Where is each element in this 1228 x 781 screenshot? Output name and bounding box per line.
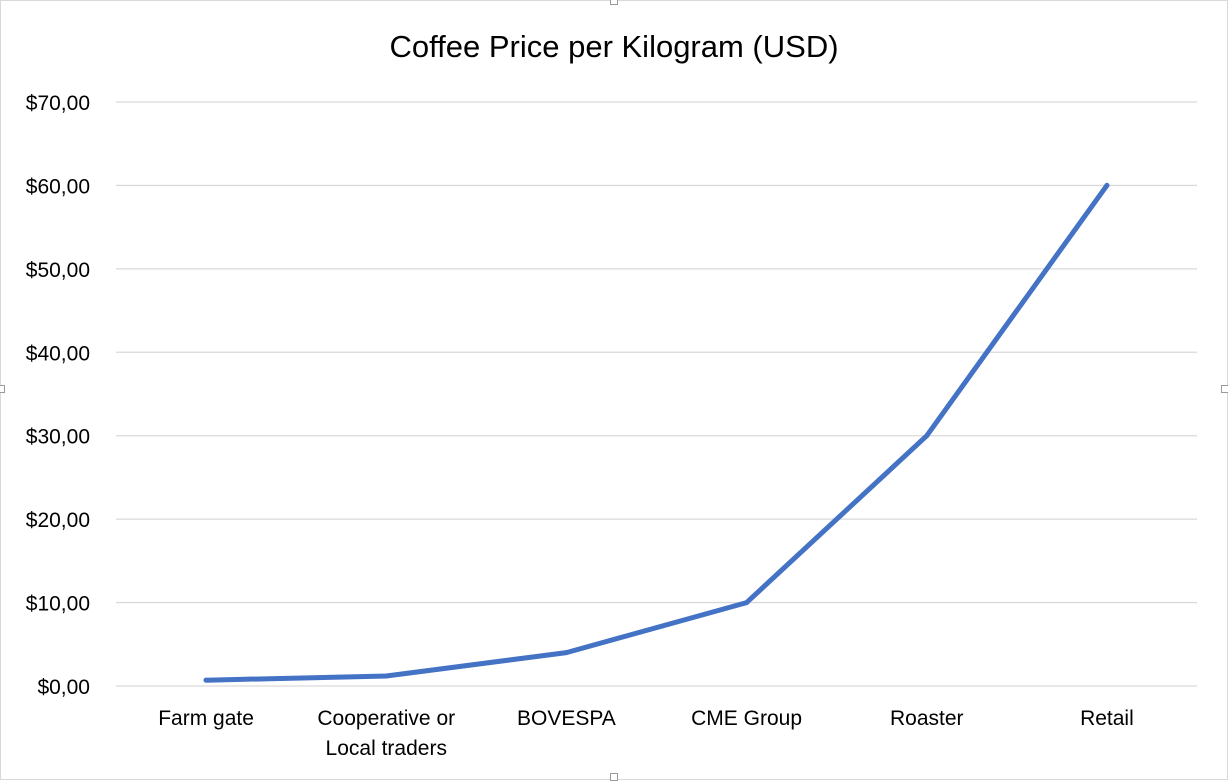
data-point bbox=[383, 673, 389, 679]
y-axis-ticks: $0,00 $10,00 $20,00 $30,00 $40,00 $50,00 $60,0… bbox=[26, 92, 90, 699]
resize-handle-top[interactable] bbox=[610, 0, 618, 5]
data-point bbox=[203, 677, 209, 683]
resize-handle-left[interactable] bbox=[0, 385, 5, 393]
y-tick-label: $20,00 bbox=[26, 509, 90, 532]
gridlines bbox=[116, 101, 1197, 687]
chart-title: Coffee Price per Kilogram (USD) bbox=[389, 29, 838, 64]
x-tick-label: Cooperative or Local traders bbox=[317, 707, 455, 760]
resize-handle-right[interactable] bbox=[1221, 385, 1228, 393]
x-axis-ticks: Farm gate Cooperative or Local traders BOVE… bbox=[158, 707, 1134, 760]
data-point bbox=[563, 650, 569, 656]
y-tick-label: $50,00 bbox=[26, 259, 90, 282]
y-tick-label: $70,00 bbox=[26, 92, 90, 115]
x-tick-label: CME Group bbox=[691, 707, 802, 730]
x-tick-label: Retail bbox=[1080, 707, 1134, 730]
y-tick-label: $40,00 bbox=[26, 342, 90, 365]
x-tick-label: Farm gate bbox=[158, 707, 254, 730]
y-tick-label: $30,00 bbox=[26, 426, 90, 449]
data-point bbox=[744, 600, 750, 606]
x-tick-label: Roaster bbox=[890, 707, 964, 730]
x-tick-label: BOVESPA bbox=[517, 707, 616, 730]
data-point bbox=[1104, 182, 1110, 188]
series-line-0 bbox=[203, 182, 1110, 683]
y-tick-label: $10,00 bbox=[26, 593, 90, 616]
y-tick-label: $60,00 bbox=[26, 175, 90, 198]
data-point bbox=[924, 433, 930, 439]
series-layer bbox=[203, 182, 1110, 683]
y-tick-label: $0,00 bbox=[37, 676, 90, 699]
